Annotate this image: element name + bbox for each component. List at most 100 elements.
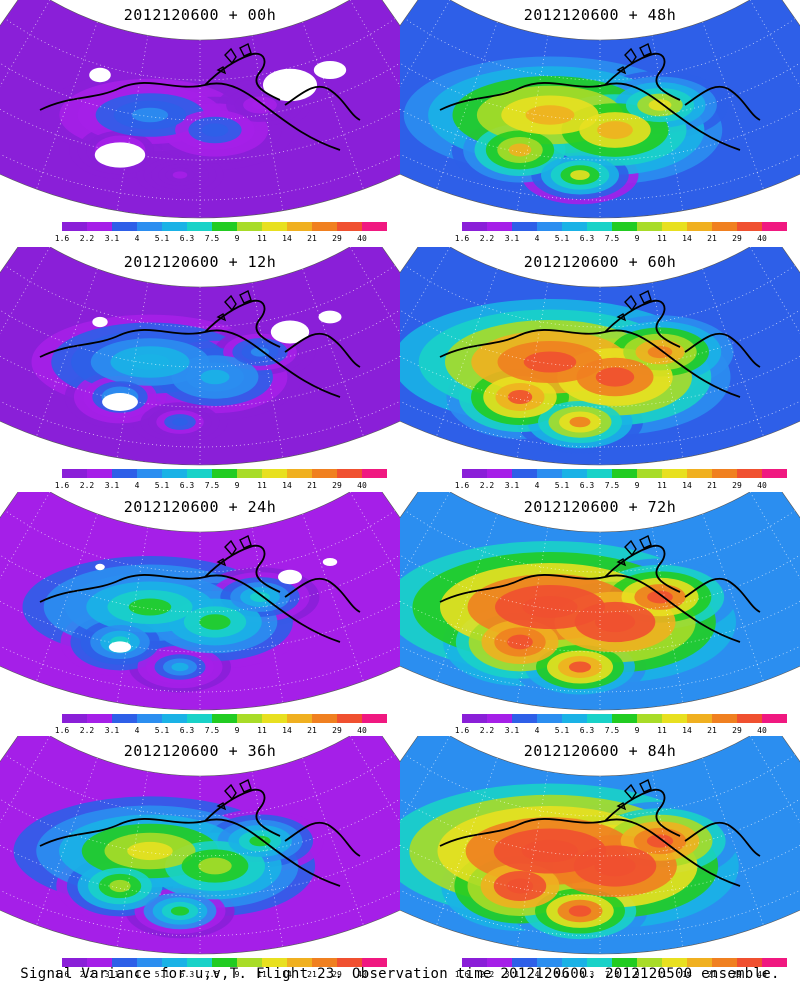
colorbar-swatch (362, 222, 387, 231)
colorbar-swatch (612, 469, 637, 478)
colorbar-label: 5.1 (154, 970, 170, 979)
colorbar-label: 6.3 (179, 970, 195, 979)
colorbar-label: 29 (332, 234, 342, 243)
colorbar-swatch (62, 469, 87, 478)
colorbar-swatch (537, 469, 562, 478)
map-panel: 2012120600 + 84h 1.6 2.2 3.1 4 5.1 6.3 7.5 9 11 14… (400, 736, 800, 979)
polar-map (400, 492, 800, 711)
colorbar-swatch (662, 958, 687, 967)
colorbar-label: 5.1 (554, 481, 570, 490)
colorbar-label: 14 (282, 726, 292, 735)
colorbar-swatch (687, 714, 712, 723)
colorbar-labels: 1.6 2.2 3.1 4 5.1 6.3 7.5 9 11 14 21 29 40 (455, 726, 767, 736)
panel-title: 2012120600 + 60h (523, 253, 677, 271)
colorbar-swatch (187, 958, 212, 967)
colorbar-label: 40 (357, 970, 367, 979)
colorbar-label: 3.1 (104, 481, 120, 490)
colorbar-label: 2.2 (479, 726, 495, 735)
colorbar-swatch (62, 222, 87, 231)
colorbar-label: 5.1 (154, 726, 170, 735)
variance-field (400, 736, 800, 954)
map-outline (0, 0, 400, 219)
colorbar-swatch (737, 222, 762, 231)
colorbar-swatch (587, 222, 612, 231)
colorbar-swatch (762, 469, 787, 478)
map-panel: 2012120600 + 24h 1.6 2.2 3.1 4 5.1 6.3 7.5 9 11 14… (0, 492, 400, 735)
colorbar-swatch (87, 958, 112, 967)
colorbar-swatch (712, 222, 737, 231)
colorbar-swatch (687, 958, 712, 967)
colorbar-label: 11 (257, 234, 267, 243)
colorbar-label: 3.1 (104, 234, 120, 243)
colorbar-swatch (462, 222, 487, 231)
panel-title: 2012120600 + 00h (123, 6, 277, 24)
colorbar-label: 9 (634, 726, 640, 735)
coastline (439, 52, 761, 151)
colorbar-label: 11 (657, 726, 667, 735)
colorbar-swatch (262, 469, 287, 478)
colorbar-label: 9 (234, 481, 240, 490)
colorbar-swatch (212, 469, 237, 478)
colorbar-swatch (612, 714, 637, 723)
colorbar-swatch (512, 222, 537, 231)
colorbar-label: 5.1 (154, 234, 170, 243)
colorbar-label: 2.2 (479, 481, 495, 490)
colorbar-swatch (737, 958, 762, 967)
colorbar-swatch (587, 469, 612, 478)
colorbar-swatch (87, 222, 112, 231)
colorbar-label: 40 (757, 970, 767, 979)
colorbar-swatch (637, 469, 662, 478)
map-outline (400, 736, 800, 955)
colorbar-label: 3.1 (504, 970, 520, 979)
colorbar-label: 21 (707, 726, 717, 735)
colorbar-label: 29 (332, 481, 342, 490)
colorbar-label: 7.5 (204, 481, 220, 490)
colorbar-swatch (662, 714, 687, 723)
colorbar-labels: 1.6 2.2 3.1 4 5.1 6.3 7.5 9 11 14 21 29 40 (55, 726, 367, 736)
colorbar-label: 6.3 (579, 726, 595, 735)
colorbar-swatch (612, 958, 637, 967)
colorbar-swatch (587, 714, 612, 723)
colorbar-label: 29 (732, 726, 742, 735)
colorbar-label: 21 (307, 726, 317, 735)
colorbar-swatch (112, 222, 137, 231)
colorbar-label: 6.3 (179, 481, 195, 490)
colorbar-swatch (187, 222, 212, 231)
colorbar-label: 3.1 (104, 726, 120, 735)
colorbar-label: 4 (134, 234, 140, 243)
coastline (39, 52, 361, 151)
colorbar-swatch (587, 958, 612, 967)
panel-title: 2012120600 + 84h (523, 742, 677, 760)
colorbar-swatch (762, 222, 787, 231)
colorbar-swatch (462, 714, 487, 723)
colorbar-swatch (287, 958, 312, 967)
colorbar-label: 21 (707, 970, 717, 979)
colorbar (462, 469, 787, 478)
colorbar-swatch (762, 714, 787, 723)
colorbar-swatch (487, 222, 512, 231)
colorbar-swatch (187, 714, 212, 723)
colorbar-swatch (237, 714, 262, 723)
colorbar-label: 40 (357, 726, 367, 735)
polar-map (400, 736, 800, 955)
colorbar-label: 14 (682, 726, 692, 735)
colorbar-swatch (487, 958, 512, 967)
colorbar-label: 2.2 (479, 970, 495, 979)
map-outline (400, 0, 800, 219)
colorbar-swatch (312, 469, 337, 478)
colorbar-label: 14 (682, 481, 692, 490)
colorbar-label: 7.5 (204, 970, 220, 979)
colorbar-swatch (62, 958, 87, 967)
colorbar-label: 9 (234, 234, 240, 243)
colorbar-swatch (462, 469, 487, 478)
colorbar-label: 14 (282, 234, 292, 243)
colorbar-swatch (137, 714, 162, 723)
colorbar-label: 4 (134, 481, 140, 490)
polar-map (400, 0, 800, 219)
colorbar-swatch (512, 958, 537, 967)
figure-caption: Signal Variance for u,v,T. Flight 23. Ob… (20, 966, 780, 982)
colorbar-swatch (362, 714, 387, 723)
colorbar-label: 11 (657, 481, 667, 490)
colorbar-swatch (687, 222, 712, 231)
colorbar-swatch (212, 958, 237, 967)
